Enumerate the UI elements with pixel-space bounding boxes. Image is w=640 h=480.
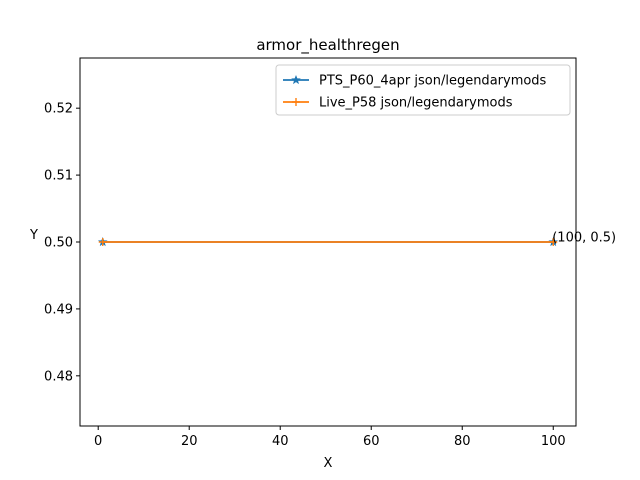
x-tick-label: 40 [272,434,289,449]
y-axis-label: Y [29,228,38,243]
legend-box [275,64,571,116]
x-tick-label: 100 [541,434,566,449]
annotation-label-1: (100, 0.5) [552,231,616,246]
legend-label-2: Live_P58 json/legendarymods [319,96,513,111]
y-tick-label: 0.51 [44,169,73,184]
x-tick-label: 80 [454,434,471,449]
x-tick-label: 20 [181,434,198,449]
legend-marker-1 [291,74,301,85]
data-point-series-2-1 [98,238,107,246]
plot-area: (100, 0.5) 0 20 40 60 80 100 0.48 0.49 0.50 0.51 0.… [44,57,616,449]
y-tick-label: 0.48 [44,369,73,384]
x-tick-label: 60 [363,434,380,449]
legend-marker-2 [292,98,300,106]
y-tick-label: 0.49 [44,302,73,317]
chart-title: armor_healthregen [256,36,399,55]
data-point-series-2-2 [549,238,558,246]
legend-label-1: PTS_P60_4apr json/legendarymods [319,74,547,89]
y-tick-label: 0.52 [44,102,73,117]
x-tick-label: 0 [94,434,102,449]
legend: PTS_P60_4apr json/legendarymods Live_P58 … [275,64,571,116]
x-axis-label: X [324,456,333,471]
y-tick-label: 0.50 [44,236,73,251]
